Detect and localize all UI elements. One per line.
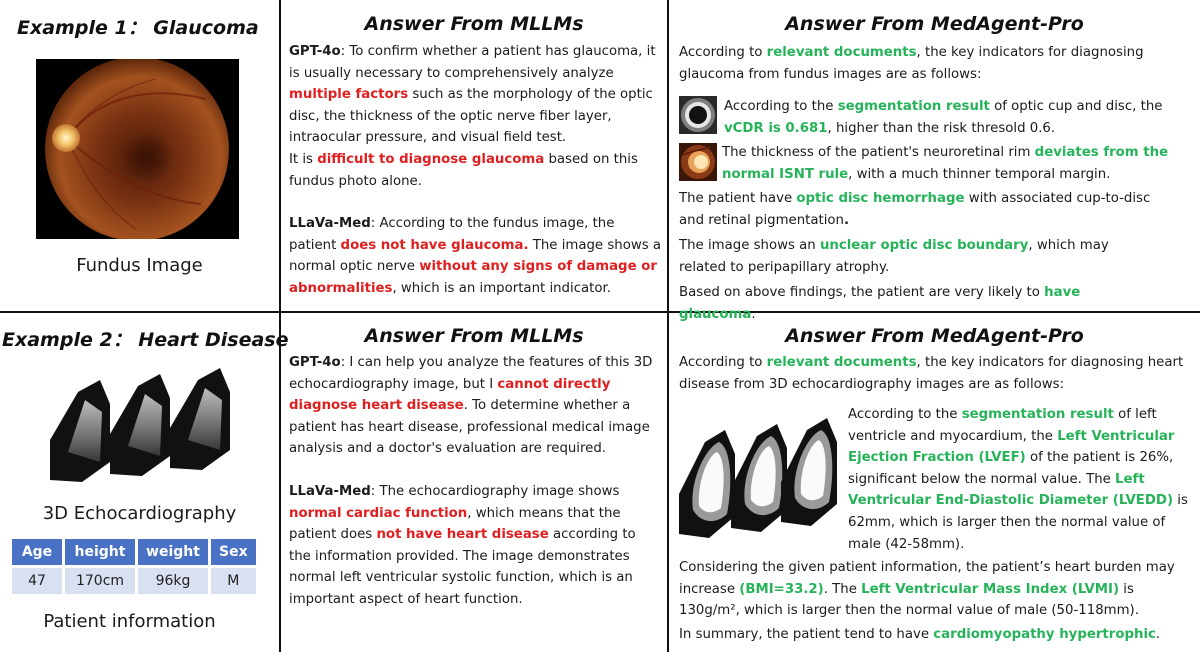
example1-agent-isnt: The thickness of the patient's neuroreti… [722,145,1169,182]
table-cell: 47 [12,568,62,594]
table-cell: M [211,568,256,594]
example1-agent-intro: According to relevant documents, the key… [679,45,1144,82]
echocardiography-caption: 3D Echocardiography [42,503,237,524]
gpt4o-answer-glaucoma: GPT-4o: To confirm whether a patient has… [289,44,656,189]
table-header-cell: Age [12,539,62,565]
example2-mllm-header: Answer From MLLMs [364,325,584,347]
neuroretinal-rim-thumb [679,143,717,181]
example1-agent-vcdr: According to the segmentation result of … [724,99,1163,136]
example1-agent-findings: The patient have optic disc hemorrhage w… [679,191,1151,322]
optic-cup-segmentation-thumb [679,96,717,134]
fundus-image [36,57,239,241]
example2-title: Example 2： Heart Disease [2,329,289,351]
example2-mllm-answer: GPT-4o: I can help you analyze the featu… [289,352,661,611]
example2-agent-intro: According to relevant documents, the key… [679,355,1184,392]
patient-info-table: Age height weight Sex 47 170cm 96kg M [9,536,259,597]
table-cell: 170cm [65,568,135,594]
example2-agent-header: Answer From MedAgent-Pro [785,325,1084,347]
lv-segmentation-icon [679,418,837,538]
gpt4o-answer-heart: GPT-4o: I can help you analyze the featu… [289,355,653,457]
example1-mllm-header: Answer From MLLMs [364,13,584,35]
fundus-eye-icon [45,57,229,241]
example1-mllm-answer: GPT-4o: To confirm whether a patient has… [289,41,661,300]
lv-segmentation-image [677,402,839,542]
table-header-row: Age height weight Sex [12,539,256,565]
echocardiography-image [40,352,240,490]
table-row: 47 170cm 96kg M [12,568,256,594]
divider-vertical-left [279,0,281,652]
divider-vertical-right [667,0,669,652]
example1-title: Example 1： Glaucoma [17,17,259,39]
table-cell: 96kg [138,568,208,594]
example2-agent-conclusion: Considering the given patient informatio… [679,560,1175,642]
llava-answer-heart: LLaVa-Med: The echocardiography image sh… [289,483,636,607]
llava-answer-glaucoma: LLaVa-Med: According to the fundus image… [289,216,662,296]
fundus-image-caption: Fundus Image [76,255,203,276]
table-header-cell: height [65,539,135,565]
example1-agent-header: Answer From MedAgent-Pro [785,13,1084,35]
table-header-cell: weight [138,539,208,565]
divider-horizontal [0,311,1200,313]
example2-agent-segmentation: According to the segmentation result of … [848,407,1188,552]
echo-slices-icon [50,368,230,482]
table-header-cell: Sex [211,539,256,565]
patient-info-caption: Patient information [43,611,216,632]
